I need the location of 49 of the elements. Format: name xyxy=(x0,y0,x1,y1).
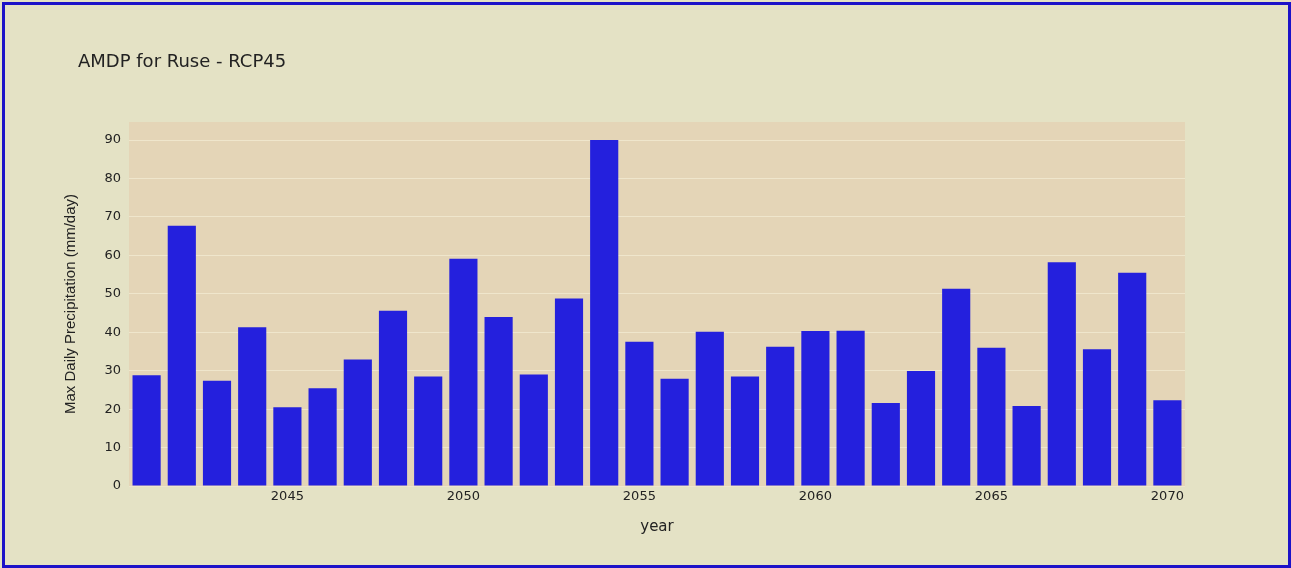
bar xyxy=(625,341,654,486)
bar xyxy=(554,298,584,486)
bar xyxy=(519,374,548,486)
y-tick-label: 30 xyxy=(104,362,121,378)
y-tick-label: 0 xyxy=(112,477,121,493)
x-tick-label: 2060 xyxy=(798,488,832,504)
x-tick-label: 2045 xyxy=(270,488,304,504)
bar xyxy=(484,316,513,486)
y-axis-title: Max Daily Precipitation (mm/day) xyxy=(61,193,79,415)
y-tick-label: 70 xyxy=(104,208,121,224)
bar xyxy=(1082,349,1112,486)
bar xyxy=(273,407,302,486)
bar xyxy=(590,140,619,486)
bar xyxy=(801,331,830,486)
bar xyxy=(836,330,865,486)
y-tick-label: 20 xyxy=(104,400,121,416)
x-tick-label: 2050 xyxy=(446,488,480,504)
bar xyxy=(167,225,196,486)
x-tick-label: 2055 xyxy=(622,488,656,504)
bar xyxy=(766,346,795,486)
bar xyxy=(1118,272,1147,486)
bar xyxy=(238,327,267,486)
y-tick-label: 50 xyxy=(104,285,121,301)
bar xyxy=(942,288,971,486)
bar xyxy=(730,376,760,486)
bar xyxy=(414,376,443,486)
x-tick-label: 2070 xyxy=(1150,488,1184,504)
bar xyxy=(449,258,478,486)
y-tick-label: 80 xyxy=(104,169,121,185)
bar xyxy=(1047,262,1076,486)
y-tick-label: 40 xyxy=(104,323,121,339)
bar xyxy=(202,380,232,486)
y-tick-label: 60 xyxy=(104,246,121,262)
bar xyxy=(1153,400,1182,486)
bar xyxy=(871,402,900,486)
y-tick-label: 90 xyxy=(104,131,121,147)
bar xyxy=(906,371,936,486)
bar xyxy=(977,347,1006,486)
bar xyxy=(343,359,372,486)
bar xyxy=(308,388,337,486)
x-tick-label: 2065 xyxy=(974,488,1008,504)
x-axis-title: year xyxy=(640,516,675,535)
bar xyxy=(660,378,689,486)
bar xyxy=(1012,406,1041,486)
bar xyxy=(695,331,724,486)
bar xyxy=(132,375,161,486)
chart-title: AMDP for Ruse - RCP45 xyxy=(78,50,287,71)
y-tick-label: 10 xyxy=(104,438,121,454)
bar xyxy=(378,310,408,486)
